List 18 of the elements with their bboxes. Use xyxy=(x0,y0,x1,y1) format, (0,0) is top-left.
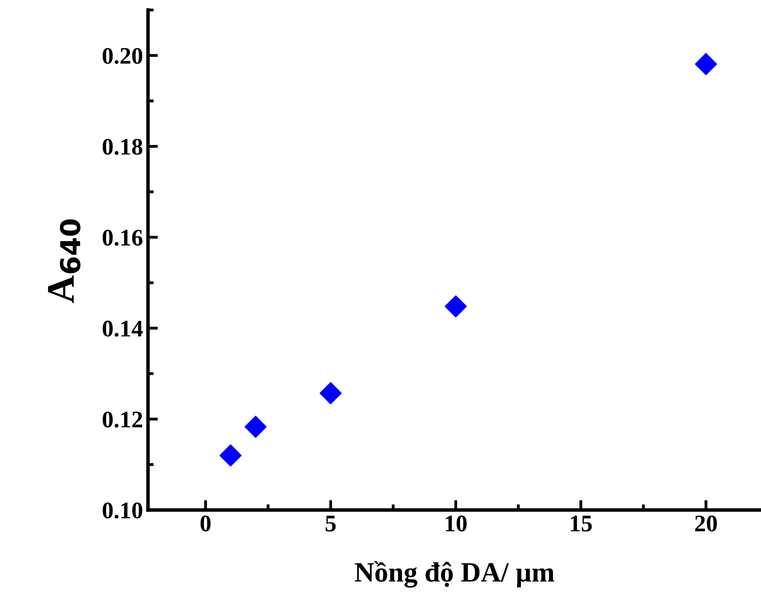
point xyxy=(220,444,242,466)
point xyxy=(320,382,342,404)
x-tick-label: 5 xyxy=(326,516,336,532)
y-axis-title: A$_{640}$ xyxy=(48,219,80,303)
y-tick-label: 0.10 xyxy=(102,502,142,519)
x-tick-label: 15 xyxy=(570,516,592,532)
y-tick-label: 0.20 xyxy=(102,48,142,64)
y-tick-label: 0.16 xyxy=(102,230,142,246)
point xyxy=(694,53,717,76)
x-tick-label: 10 xyxy=(446,516,467,532)
point xyxy=(244,416,267,438)
y-tick-label: 0.18 xyxy=(102,138,142,155)
x-axis-title: Nồng độ DA/ µm xyxy=(354,561,554,588)
x-tick-label: 0 xyxy=(200,516,211,532)
point xyxy=(444,295,467,318)
x-tick-label: 20 xyxy=(695,516,717,532)
y-tick-label: 0.12 xyxy=(102,412,142,428)
y-tick-label: 0.14 xyxy=(102,320,143,337)
